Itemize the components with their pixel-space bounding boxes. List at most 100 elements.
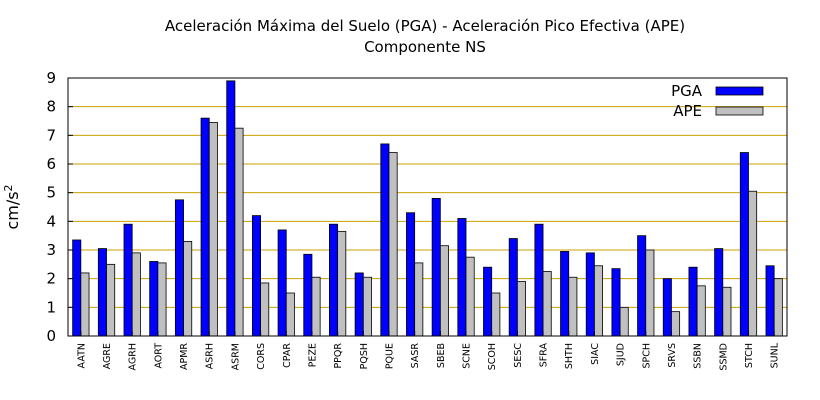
bar-ape-ssbn [696,285,706,337]
x-tick-label: PEZE [307,343,318,367]
y-tick-label: 1 [46,298,56,316]
bar-ape-spch [645,249,655,337]
x-tick-label: SCOH [487,343,498,370]
bar-ape-stch [748,190,758,337]
x-tick-label: SJUD [616,343,627,366]
chart-title: Aceleración Máxima del Suelo (PGA) - Ace… [165,17,685,35]
x-tick-label: ASRH [205,343,216,369]
bar-ape-aort [157,262,167,337]
bar-ape-aatn [80,272,90,337]
x-tick-label: SPCH [641,343,652,369]
bar-pga-siac [585,252,595,337]
x-tick-label: APMR [179,343,190,370]
y-tick-label: 8 [46,98,56,116]
x-tick-label: AGRH [128,343,139,370]
x-tick-label: SIAC [590,343,601,365]
bar-pga-spch [637,235,647,337]
y-axis-ticks: 0 1 2 3 4 5 6 7 8 9 [46,69,73,345]
bar-pga-shth [560,251,570,337]
bar-pga-apmr [174,199,184,337]
x-tick-label: AATN [76,343,87,368]
bar-pga-pqsh [354,272,364,337]
bar-pga-agre [97,248,107,337]
x-tick-label: CPAR [282,343,293,368]
bar-pga-sbeb [431,197,441,337]
x-tick-label: STCH [744,343,755,368]
x-axis-ticks: AATN AGRE AGRH AORT APMR ASRH ASRM CORS CPAR PEZE… [76,331,781,371]
x-tick-label: AORT [153,343,164,369]
bar-pga-pque [380,143,390,337]
legend-label: APE [673,102,702,120]
x-tick-label: SBEB [436,343,447,368]
x-tick-label: SFRA [539,343,550,368]
x-tick-label: SASR [410,343,421,369]
y-tick-label: 0 [46,327,56,345]
bar-pga-cors [251,215,261,337]
legend: PGA APE [671,82,764,120]
bar-pga-sunl [765,265,775,337]
bar-ape-agrh [131,252,141,337]
bar-pga-asrm [226,80,236,337]
y-tick-label: 4 [46,212,56,230]
bar-ape-ppqr [337,230,347,337]
y-tick-label: 6 [46,155,56,173]
bar-pga-peze [303,253,313,337]
y-tick-label: 5 [46,184,56,202]
bar-ape-sbeb [439,245,449,337]
chart-subtitle: Componente NS [364,38,486,56]
bar-ape-scne [465,256,475,337]
bar-pga-cpar [277,229,287,337]
bar-pga-aort [149,261,159,337]
bar-ape-ssmd [722,286,732,337]
bar-pga-aatn [72,239,82,337]
bar-ape-shth [568,276,578,337]
bar-ape-siac [594,265,604,337]
x-tick-label: SSMD [718,343,729,371]
bar-ape-sjud [619,306,629,337]
bar-ape-sfra [542,271,552,337]
legend-swatch [715,86,764,96]
bar-ape-scoh [491,292,501,337]
x-tick-label: SSBN [693,343,704,369]
bar-ape-agre [106,263,116,337]
bar-ape-cpar [285,292,295,337]
bar-pga-scne [457,218,467,337]
bar-ape-pque [388,152,398,337]
bar-pga-sesc [508,238,518,337]
bar-pga-stch [739,152,749,337]
bar-ape-sesc [516,281,526,337]
bar-pga-sfra [534,223,544,337]
bar-ape-asrh [208,122,218,337]
bar-ape-sasr [414,262,424,337]
bar-pga-sasr [406,212,416,337]
x-tick-label: AGRE [102,343,113,369]
bar-pga-ssmd [714,248,724,337]
bar-pga-sjud [611,268,621,337]
x-tick-label: PQUE [384,343,395,369]
bar-ape-pqsh [362,276,372,337]
bar-pga-scoh [483,266,493,337]
y-axis-label: cm/s2 [2,184,22,229]
bar-pga-srvs [662,278,672,337]
bar-ape-peze [311,276,321,337]
x-tick-label: ASRM [230,343,241,370]
y-tick-label: 3 [46,241,56,259]
legend-label: PGA [671,82,703,100]
y-tick-label: 7 [46,126,56,144]
bar-ape-asrm [234,127,244,337]
bar-ape-cors [260,282,270,337]
x-tick-label: SHTH [564,343,575,369]
x-tick-label: PQSH [359,343,370,369]
x-tick-label: SESC [513,343,524,368]
bar-pga-ppqr [329,223,339,337]
legend-swatch [715,106,764,116]
x-tick-label: PPQR [333,343,344,369]
bar-ape-apmr [183,240,193,337]
bar-pga-ssbn [688,266,698,337]
y-tick-label: 9 [46,69,56,87]
bar-ape-srvs [671,311,681,337]
bar-pga-agrh [123,223,133,337]
y-tick-label: 2 [46,270,56,288]
x-tick-label: SRVS [667,343,678,368]
